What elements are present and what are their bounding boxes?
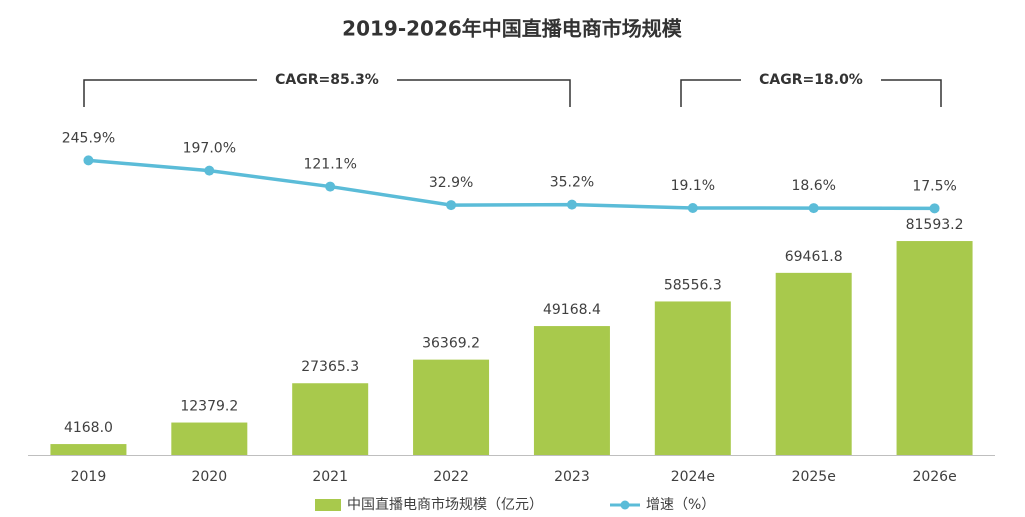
chart-title: 2019-2026年中国直播电商市场规模	[342, 17, 683, 41]
line-marker	[808, 203, 819, 214]
line	[88, 158, 935, 211]
data-label: 58556.3	[664, 277, 722, 293]
legend-label: 中国直播电商市场规模（亿元）	[347, 496, 543, 513]
line-marker	[446, 200, 457, 211]
legend-label: 增速（%）	[646, 497, 715, 513]
bar	[171, 422, 248, 455]
data-label: 35.2%	[550, 175, 594, 191]
data-label: 121.1%	[303, 157, 356, 173]
annotation: CAGR=85.3%	[275, 72, 379, 88]
bar	[292, 383, 369, 455]
data-label: 49168.4	[543, 302, 601, 318]
legend-swatch	[315, 499, 341, 511]
data-label: 27365.3	[301, 359, 359, 375]
data-label: 19.1%	[671, 178, 715, 194]
x-tick-label: 2026e	[912, 469, 956, 485]
data-label: 81593.2	[906, 217, 964, 233]
data-label: 12379.2	[180, 399, 238, 415]
bar	[896, 241, 973, 455]
line-marker	[83, 155, 94, 166]
data-label: 4168.0	[64, 420, 113, 436]
data-label: 69461.8	[785, 249, 843, 265]
data-label: 197.0%	[183, 141, 236, 157]
x-tick-label: 2020	[191, 469, 227, 485]
data-label: 32.9%	[429, 175, 473, 191]
bar	[533, 326, 610, 455]
bar	[50, 444, 127, 455]
x-tick-label: 2023	[554, 469, 590, 485]
bar	[775, 272, 852, 455]
x-tick-label: 2024e	[671, 469, 715, 485]
bar	[654, 301, 731, 455]
x-tick-label: 2021	[312, 469, 348, 485]
x-tick-label: 2019	[71, 469, 107, 485]
data-label: 18.6%	[791, 178, 835, 194]
x-tick-label: 2022	[433, 469, 469, 485]
data-label: 36369.2	[422, 336, 480, 352]
line-marker	[325, 181, 336, 192]
line-marker	[687, 202, 698, 213]
x-tick-label: 2025e	[792, 469, 836, 485]
legend-swatch	[620, 500, 630, 510]
bar	[413, 359, 490, 455]
bracket	[680, 79, 942, 107]
data-label: 17.5%	[912, 178, 956, 194]
bracket	[83, 79, 571, 107]
data-label: 245.9%	[62, 130, 115, 146]
line-marker	[566, 199, 577, 210]
line-marker	[929, 203, 940, 214]
line-marker	[204, 165, 215, 176]
annotation: CAGR=18.0%	[759, 72, 863, 88]
